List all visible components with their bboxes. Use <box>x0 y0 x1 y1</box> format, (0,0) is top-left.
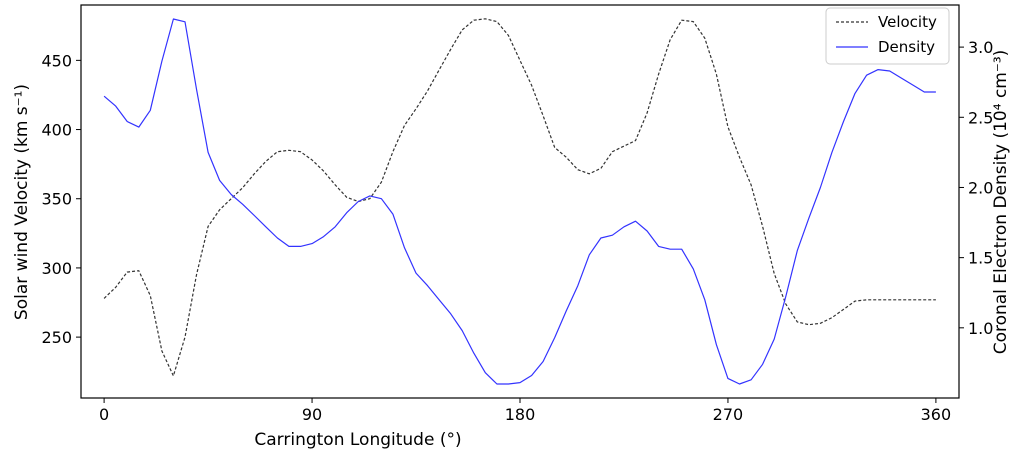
y-axis-left: 250 300 350 400 450 <box>41 51 81 347</box>
x-tick-label: 360 <box>921 405 952 424</box>
legend: Velocity Density <box>825 7 950 65</box>
y-right-tick-label: 2.5 <box>968 108 993 127</box>
y-right-tick-label: 1.0 <box>968 319 993 338</box>
y-axis-left-label: Solar wind Velocity (km s⁻¹) <box>12 84 32 320</box>
y-right-tick-label: 3.0 <box>968 38 993 57</box>
y-right-tick-label: 2.0 <box>968 178 993 197</box>
density-series-line <box>103 18 936 385</box>
x-tick-label: 0 <box>99 405 109 424</box>
series-layer <box>103 18 936 385</box>
y-axis-right: 1.0 1.5 2.0 2.5 3.0 <box>959 38 993 338</box>
y-left-tick-label: 350 <box>41 190 72 209</box>
plot-frame <box>80 4 960 399</box>
x-tick-label: 270 <box>713 405 744 424</box>
x-tick-label: 180 <box>505 405 536 424</box>
y-left-tick-label: 300 <box>41 259 72 278</box>
y-right-tick-label: 1.5 <box>968 249 993 268</box>
legend-velocity-label: Velocity <box>878 13 937 31</box>
x-tick-label: 90 <box>302 405 322 424</box>
velocity-series-line <box>103 18 936 377</box>
x-axis-label: Carrington Longitude (°) <box>254 430 461 450</box>
legend-density-label: Density <box>878 38 935 56</box>
y-axis-right-label: Coronal Electron Density (10⁴ cm⁻³) <box>991 50 1011 355</box>
y-left-tick-label: 400 <box>41 121 72 140</box>
x-axis: 0 90 180 270 360 <box>99 398 951 424</box>
y-left-tick-label: 250 <box>41 328 72 347</box>
y-left-tick-label: 450 <box>41 51 72 70</box>
